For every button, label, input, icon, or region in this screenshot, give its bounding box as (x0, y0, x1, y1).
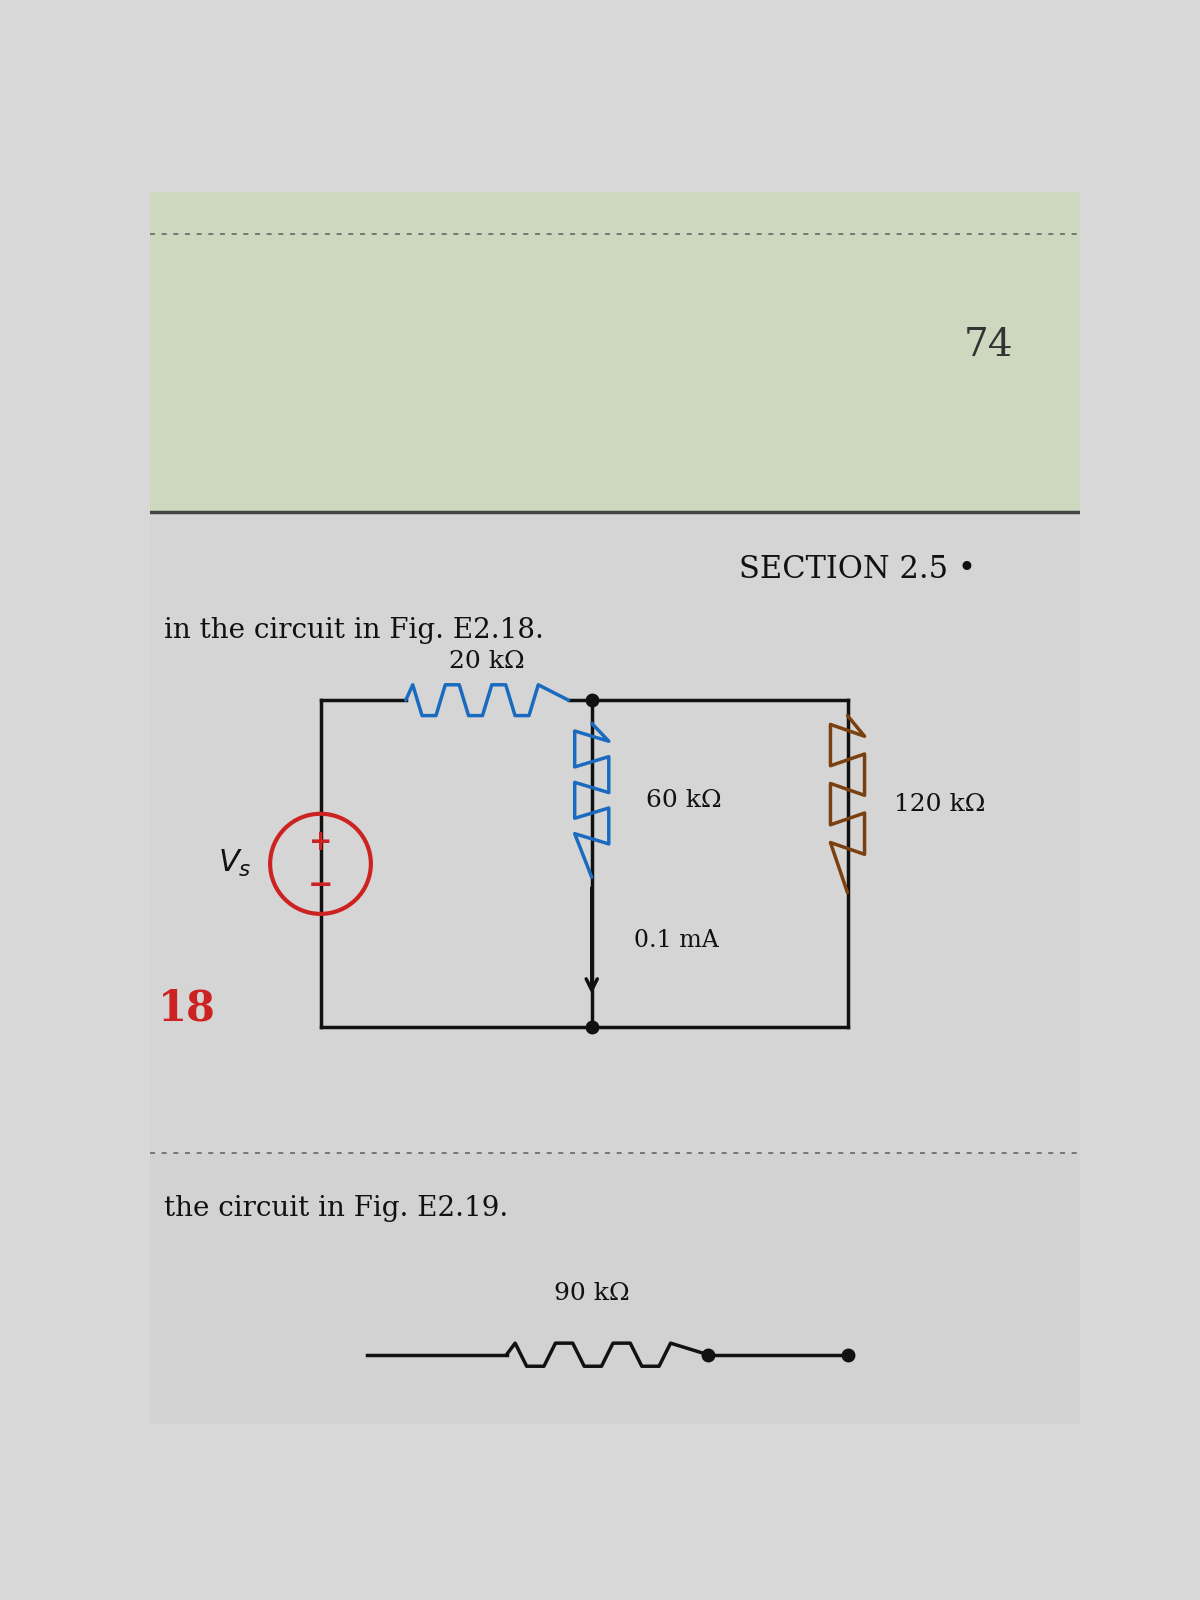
Text: 20 kΩ: 20 kΩ (449, 650, 524, 674)
Text: 90 kΩ: 90 kΩ (554, 1282, 630, 1304)
Text: 18: 18 (157, 987, 216, 1029)
Text: SECTION 2.5 •: SECTION 2.5 • (739, 554, 976, 584)
Text: 0.1 mA: 0.1 mA (635, 930, 719, 952)
Text: −: − (307, 870, 334, 899)
Text: 74: 74 (964, 328, 1013, 365)
Text: $V_s$: $V_s$ (218, 848, 252, 880)
Text: the circuit in Fig. E2.19.: the circuit in Fig. E2.19. (164, 1195, 509, 1222)
Text: 120 kΩ: 120 kΩ (894, 792, 985, 816)
Bar (150, 192, 1080, 512)
Text: 60 kΩ: 60 kΩ (646, 789, 721, 811)
Bar (150, 512, 1080, 1154)
Bar (150, 1154, 1080, 1424)
Text: in the circuit in Fig. E2.18.: in the circuit in Fig. E2.18. (164, 618, 544, 645)
Text: +: + (308, 829, 332, 856)
